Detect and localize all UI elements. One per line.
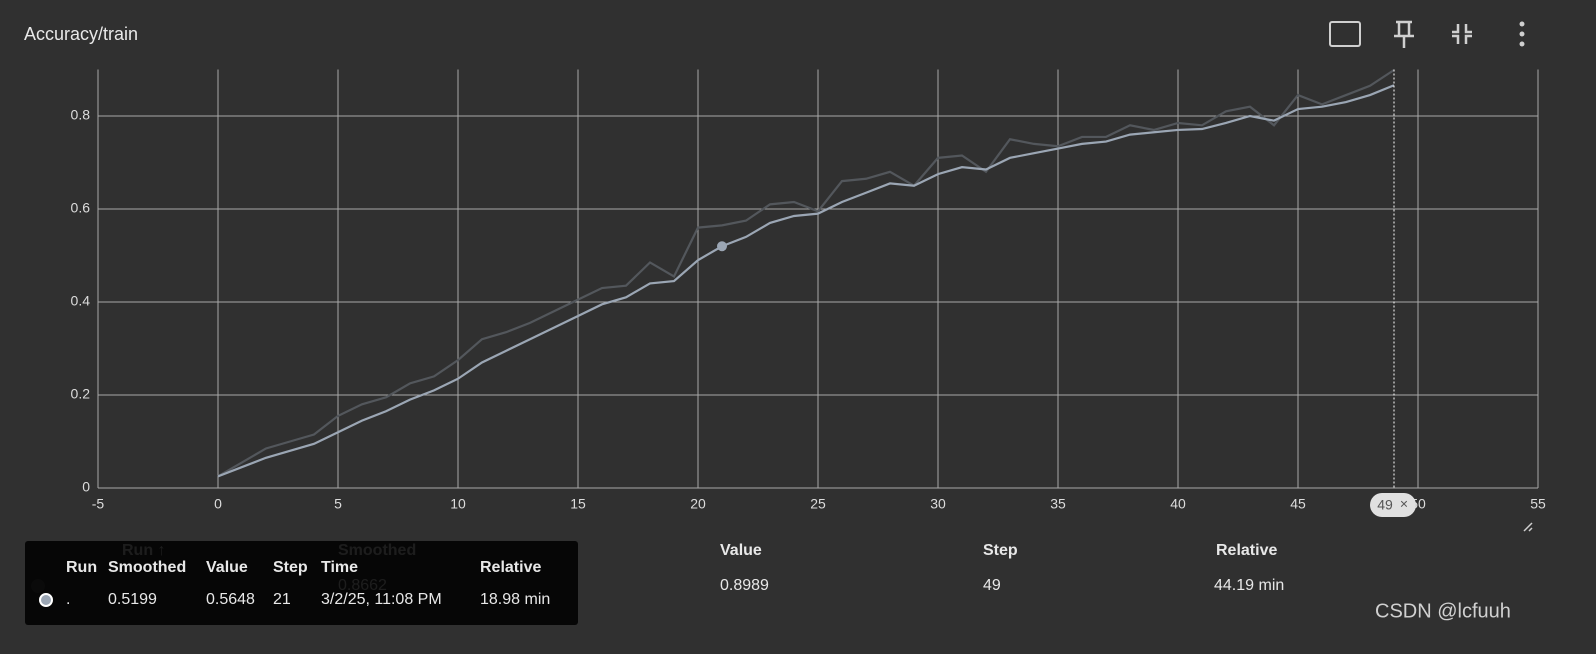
tooltip-cell: 3/2/25, 11:08 PM <box>321 591 442 608</box>
x-tick-label: 55 <box>1530 496 1546 512</box>
y-tick-label: 0.8 <box>71 107 91 123</box>
x-tick-label: 20 <box>690 496 706 512</box>
tooltip <box>25 541 578 625</box>
x-tick-label: 10 <box>450 496 466 512</box>
tooltip-header: Relative <box>480 559 541 576</box>
tooltip-header: Value <box>206 559 248 576</box>
pin-icon[interactable] <box>1394 20 1414 48</box>
y-tick-label: 0.6 <box>71 200 91 216</box>
fit-icon[interactable] <box>1329 21 1361 47</box>
y-tick-label: 0 <box>82 479 90 495</box>
x-tick-label: 25 <box>810 496 826 512</box>
table-cell: 44.19 min <box>1214 577 1284 594</box>
watermark: CSDN @lcfuuh <box>1375 600 1511 622</box>
step-badge-close: × <box>1400 496 1408 512</box>
resize-handle[interactable] <box>1523 522 1533 532</box>
table-header: Relative <box>1216 542 1277 559</box>
y-tick-label: 0.2 <box>71 386 91 402</box>
tooltip-header: Smoothed <box>108 559 186 576</box>
x-tick-label: 40 <box>1170 496 1186 512</box>
x-tick-label: 30 <box>930 496 946 512</box>
tooltip-cell: 0.5199 <box>108 591 157 608</box>
collapse-icon[interactable] <box>1452 24 1472 44</box>
tooltip-cell: 0.5648 <box>206 591 255 608</box>
x-tick-label: 45 <box>1290 496 1306 512</box>
tooltip-header: Run <box>66 559 97 576</box>
menu-icon[interactable] <box>1519 21 1525 47</box>
x-tick-label: -5 <box>92 496 105 512</box>
step-badge-label: 49 <box>1377 497 1393 513</box>
x-tick-label: 0 <box>214 496 222 512</box>
y-tick-label: 0.4 <box>71 293 91 309</box>
series-line <box>217 69 1395 478</box>
tooltip-cell: 21 <box>273 591 291 608</box>
table-header: Step <box>983 542 1018 559</box>
step-badge <box>1370 493 1416 517</box>
table-header: Value <box>720 542 762 559</box>
x-tick-label: 5 <box>334 496 342 512</box>
card-title: Accuracy/train <box>24 24 138 44</box>
tooltip-header: Time <box>321 559 358 576</box>
tooltip-swatch <box>39 593 53 607</box>
series-line <box>217 84 1395 478</box>
table-cell: 49 <box>983 577 1001 594</box>
x-tick-label: 15 <box>570 496 586 512</box>
tooltip-cell: 18.98 min <box>480 591 550 608</box>
tooltip-header: Step <box>273 559 308 576</box>
tooltip-cell: . <box>66 591 70 608</box>
table-cell: 0.8989 <box>720 577 769 594</box>
hover-point <box>717 241 727 252</box>
x-tick-label: 35 <box>1050 496 1066 512</box>
